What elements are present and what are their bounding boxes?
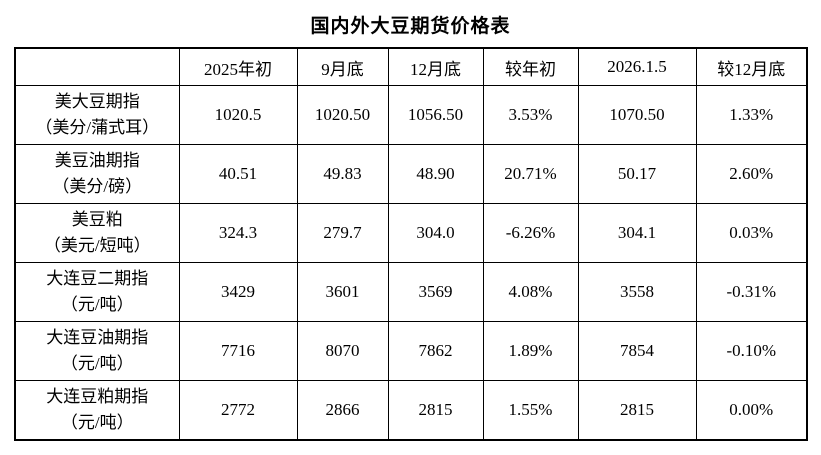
column-header-2026-1-5: 2026.1.5 (577, 47, 697, 86)
row-label: 大连豆二期指 （元/吨） (14, 262, 180, 322)
column-header-row-label (14, 47, 180, 86)
pct-change-cell: 1.33% (695, 85, 808, 145)
pct-change-cell: 20.71% (482, 144, 579, 204)
table-row: 大连豆粕期指 （元/吨） 2772 2866 2815 1.55% 2815 0… (14, 380, 808, 441)
column-header-sep-end: 9月底 (296, 47, 389, 86)
value-cell: 40.51 (178, 144, 298, 204)
value-cell: 324.3 (178, 203, 298, 263)
pct-change-cell: 1.89% (482, 321, 579, 381)
column-header-vs-year-start: 较年初 (482, 47, 579, 86)
price-table: 2025年初 9月底 12月底 较年初 2026.1.5 较12月底 美大豆期指… (14, 47, 808, 441)
value-cell: 304.1 (577, 203, 697, 263)
value-cell: 49.83 (296, 144, 389, 204)
value-cell: 304.0 (387, 203, 484, 263)
table-row: 大连豆油期指 （元/吨） 7716 8070 7862 1.89% 7854 -… (14, 321, 808, 381)
value-cell: 1020.5 (178, 85, 298, 145)
row-label: 美豆油期指 （美分/磅） (14, 144, 180, 204)
value-cell: 1056.50 (387, 85, 484, 145)
pct-change-cell: -0.10% (695, 321, 808, 381)
header-row: 2025年初 9月底 12月底 较年初 2026.1.5 较12月底 (14, 47, 808, 86)
value-cell: 7716 (178, 321, 298, 381)
table-row: 美豆粕 （美元/短吨） 324.3 279.7 304.0 -6.26% 304… (14, 203, 808, 263)
pct-change-cell: 1.55% (482, 380, 579, 441)
row-label: 美豆粕 （美元/短吨） (14, 203, 180, 263)
row-label: 美大豆期指 （美分/蒲式耳） (14, 85, 180, 145)
column-header-dec-end: 12月底 (387, 47, 484, 86)
pct-change-cell: -0.31% (695, 262, 808, 322)
value-cell: 2866 (296, 380, 389, 441)
value-cell: 3601 (296, 262, 389, 322)
value-cell: 2815 (387, 380, 484, 441)
value-cell: 1070.50 (577, 85, 697, 145)
value-cell: 2815 (577, 380, 697, 441)
value-cell: 3569 (387, 262, 484, 322)
page-title: 国内外大豆期货价格表 (310, 16, 511, 37)
value-cell: 7854 (577, 321, 697, 381)
value-cell: 7862 (387, 321, 484, 381)
table-row: 大连豆二期指 （元/吨） 3429 3601 3569 4.08% 3558 -… (14, 262, 808, 322)
pct-change-cell: 3.53% (482, 85, 579, 145)
pct-change-cell: -6.26% (482, 203, 579, 263)
pct-change-cell: 0.03% (695, 203, 808, 263)
value-cell: 48.90 (387, 144, 484, 204)
value-cell: 2772 (178, 380, 298, 441)
row-label: 大连豆油期指 （元/吨） (14, 321, 180, 381)
column-header-2025-start: 2025年初 (178, 47, 298, 86)
pct-change-cell: 4.08% (482, 262, 579, 322)
value-cell: 50.17 (577, 144, 697, 204)
value-cell: 3429 (178, 262, 298, 322)
column-header-vs-dec-end: 较12月底 (695, 47, 808, 86)
value-cell: 1020.50 (296, 85, 389, 145)
pct-change-cell: 0.00% (695, 380, 808, 441)
value-cell: 279.7 (296, 203, 389, 263)
value-cell: 8070 (296, 321, 389, 381)
table-row: 美大豆期指 （美分/蒲式耳） 1020.5 1020.50 1056.50 3.… (14, 85, 808, 145)
value-cell: 3558 (577, 262, 697, 322)
pct-change-cell: 2.60% (695, 144, 808, 204)
table-row: 美豆油期指 （美分/磅） 40.51 49.83 48.90 20.71% 50… (14, 144, 808, 204)
row-label: 大连豆粕期指 （元/吨） (14, 380, 180, 441)
